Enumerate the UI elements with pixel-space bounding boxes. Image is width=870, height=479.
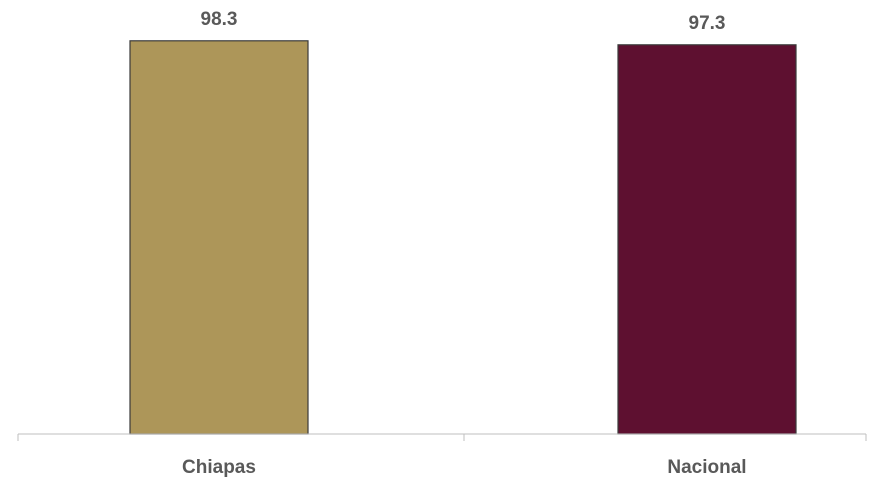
value-label-nacional: 97.3 — [689, 13, 726, 34]
bar-nacional — [617, 44, 797, 435]
category-label-nacional: Nacional — [667, 457, 746, 478]
bar-chiapas — [129, 40, 309, 435]
value-label-chiapas: 98.3 — [201, 9, 238, 30]
category-label-chiapas: Chiapas — [182, 457, 256, 478]
